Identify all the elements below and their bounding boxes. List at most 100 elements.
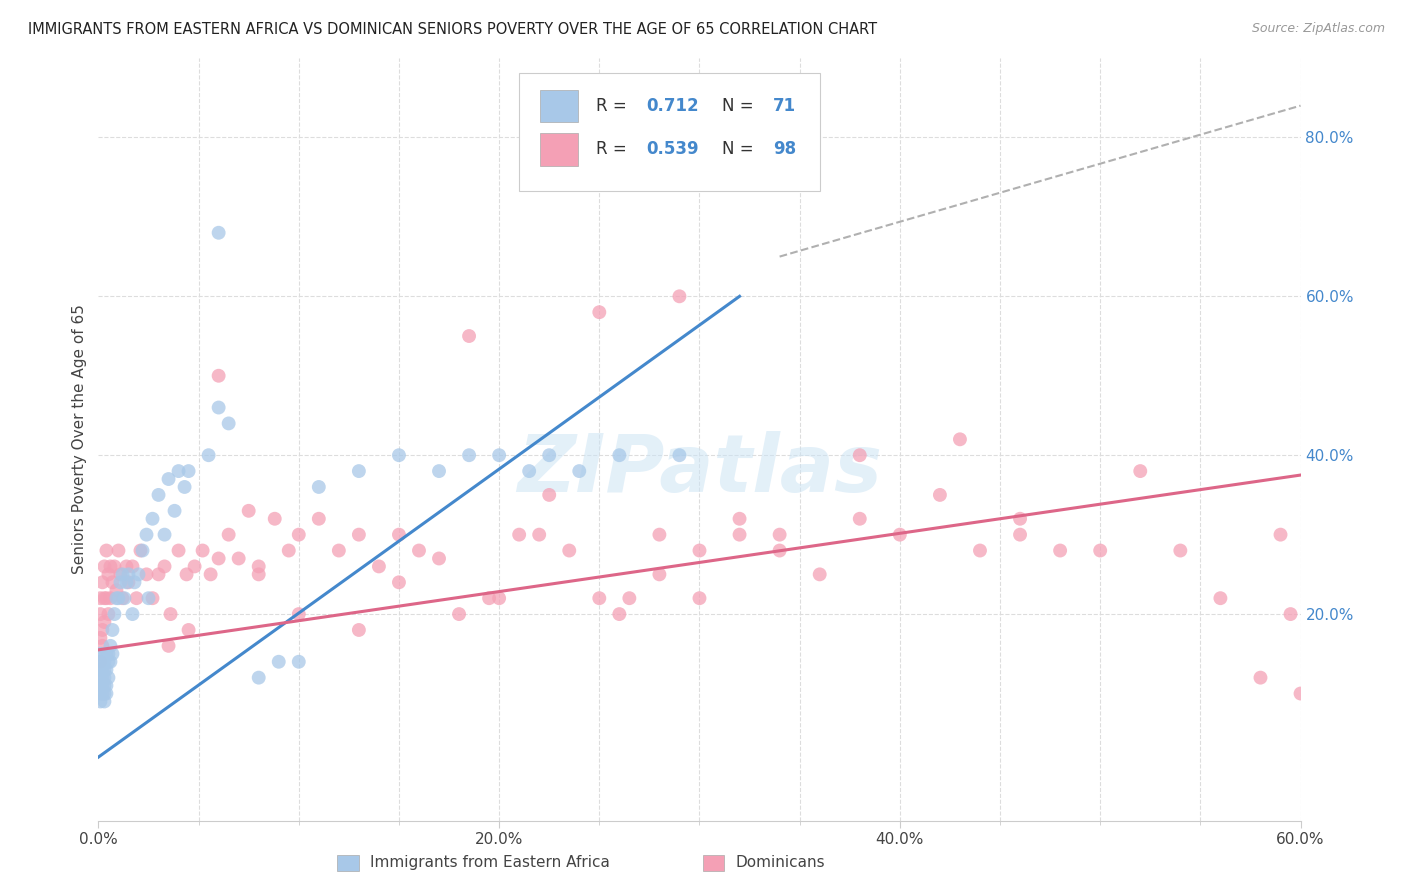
Point bbox=[191, 543, 214, 558]
Text: 98: 98 bbox=[773, 141, 796, 159]
Point bbox=[89, 663, 111, 677]
Point bbox=[96, 663, 118, 677]
Point bbox=[153, 527, 176, 541]
Point bbox=[208, 551, 231, 566]
Point bbox=[135, 527, 157, 541]
Point bbox=[89, 694, 111, 708]
Point bbox=[103, 559, 125, 574]
Point bbox=[107, 591, 129, 606]
Point bbox=[228, 551, 250, 566]
Point bbox=[128, 567, 150, 582]
Point bbox=[96, 687, 118, 701]
Point bbox=[103, 607, 125, 621]
Point bbox=[105, 583, 128, 598]
Point bbox=[93, 615, 115, 629]
Point bbox=[96, 591, 118, 606]
Point bbox=[247, 671, 270, 685]
Point bbox=[96, 679, 118, 693]
Point bbox=[208, 401, 231, 415]
Point bbox=[200, 567, 222, 582]
Point bbox=[93, 687, 115, 701]
Point bbox=[89, 607, 111, 621]
Point bbox=[347, 527, 370, 541]
Point bbox=[267, 655, 290, 669]
Point bbox=[247, 559, 270, 574]
Point bbox=[619, 591, 641, 606]
Point bbox=[263, 512, 285, 526]
Point bbox=[588, 591, 610, 606]
FancyBboxPatch shape bbox=[703, 855, 724, 871]
Point bbox=[157, 639, 180, 653]
Point bbox=[768, 543, 790, 558]
Point bbox=[408, 543, 430, 558]
Point bbox=[89, 655, 111, 669]
Text: R =: R = bbox=[596, 97, 633, 115]
Point bbox=[91, 687, 114, 701]
Point bbox=[163, 504, 186, 518]
Point bbox=[218, 527, 240, 541]
Point bbox=[97, 607, 120, 621]
Point bbox=[131, 543, 153, 558]
Text: 0.712: 0.712 bbox=[647, 97, 699, 115]
Point bbox=[238, 504, 260, 518]
Point bbox=[1010, 527, 1032, 541]
Point bbox=[929, 488, 952, 502]
Point bbox=[89, 655, 111, 669]
Point bbox=[1010, 512, 1032, 526]
Point bbox=[388, 527, 411, 541]
Point bbox=[176, 567, 198, 582]
FancyBboxPatch shape bbox=[519, 73, 820, 192]
Point bbox=[107, 543, 129, 558]
Point bbox=[111, 567, 134, 582]
Point bbox=[1088, 543, 1111, 558]
Point bbox=[1289, 687, 1312, 701]
Point bbox=[1049, 543, 1071, 558]
Point bbox=[93, 655, 115, 669]
Point bbox=[728, 527, 751, 541]
FancyBboxPatch shape bbox=[540, 134, 578, 166]
Point bbox=[97, 567, 120, 582]
Point bbox=[288, 655, 311, 669]
Point bbox=[347, 464, 370, 478]
Point bbox=[141, 591, 163, 606]
Point bbox=[97, 655, 120, 669]
Text: 0.539: 0.539 bbox=[647, 141, 699, 159]
Point bbox=[347, 623, 370, 637]
Point bbox=[93, 671, 115, 685]
Point bbox=[308, 480, 330, 494]
Point bbox=[96, 647, 118, 661]
Point bbox=[668, 289, 690, 303]
Point bbox=[427, 464, 450, 478]
Point bbox=[197, 448, 219, 462]
Text: Dominicans: Dominicans bbox=[735, 855, 825, 870]
Point bbox=[588, 305, 610, 319]
Point bbox=[153, 559, 176, 574]
Point bbox=[177, 464, 200, 478]
Text: IMMIGRANTS FROM EASTERN AFRICA VS DOMINICAN SENIORS POVERTY OVER THE AGE OF 65 C: IMMIGRANTS FROM EASTERN AFRICA VS DOMINI… bbox=[28, 22, 877, 37]
Point bbox=[129, 543, 152, 558]
Point bbox=[648, 567, 671, 582]
Point bbox=[478, 591, 501, 606]
Point bbox=[458, 448, 481, 462]
Point bbox=[91, 655, 114, 669]
Point bbox=[100, 591, 122, 606]
Point bbox=[117, 575, 139, 590]
Point bbox=[167, 464, 190, 478]
FancyBboxPatch shape bbox=[337, 855, 359, 871]
Point bbox=[969, 543, 991, 558]
Point bbox=[167, 543, 190, 558]
Point bbox=[100, 559, 122, 574]
Point bbox=[308, 512, 330, 526]
Point bbox=[568, 464, 591, 478]
Point bbox=[115, 575, 138, 590]
Point bbox=[115, 559, 138, 574]
Point bbox=[89, 631, 111, 645]
Point bbox=[91, 663, 114, 677]
Point bbox=[101, 647, 124, 661]
Point bbox=[148, 488, 170, 502]
Point bbox=[529, 527, 551, 541]
Point bbox=[208, 368, 231, 383]
Point bbox=[949, 432, 972, 446]
Point bbox=[101, 575, 124, 590]
Point bbox=[135, 567, 157, 582]
